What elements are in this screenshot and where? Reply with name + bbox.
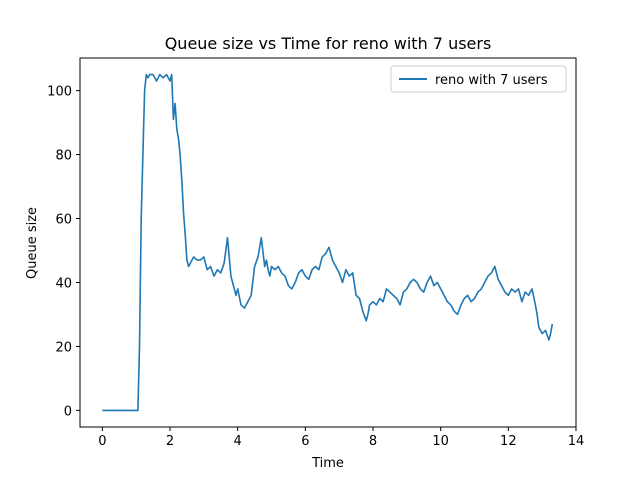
y-axis: 0 20 40 60 80 100: [47, 85, 80, 419]
x-tick-label: 8: [369, 434, 377, 449]
y-axis-label: Queue size: [25, 207, 40, 279]
y-tick-label: 80: [55, 149, 72, 164]
legend: reno with 7 users: [390, 65, 567, 93]
legend-label: reno with 7 users: [435, 73, 548, 88]
legend-box: [390, 65, 567, 93]
x-tick-label: 10: [432, 434, 449, 449]
y-tick-label: 40: [55, 276, 72, 291]
x-tick-label: 2: [166, 434, 174, 449]
x-tick-label: 12: [500, 434, 517, 449]
x-tick-label: 4: [234, 434, 242, 449]
y-tick-label: 0: [64, 404, 72, 419]
x-tick-label: 6: [301, 434, 309, 449]
chart-title: Queue size vs Time for reno with 7 users: [165, 34, 492, 53]
x-axis: 0 2 4 6 8 10 12 14: [98, 427, 584, 449]
plot-frame: [79, 57, 577, 428]
series-line: [102, 73, 554, 412]
y-tick-label: 60: [55, 213, 72, 228]
x-axis-label: Time: [311, 456, 344, 471]
x-tick-label: 14: [568, 434, 585, 449]
y-tick-label: 20: [55, 340, 72, 355]
plot-area: [79, 57, 577, 428]
x-tick-label: 0: [98, 434, 106, 449]
y-tick-label: 100: [47, 85, 72, 100]
series-layer: [102, 73, 554, 412]
